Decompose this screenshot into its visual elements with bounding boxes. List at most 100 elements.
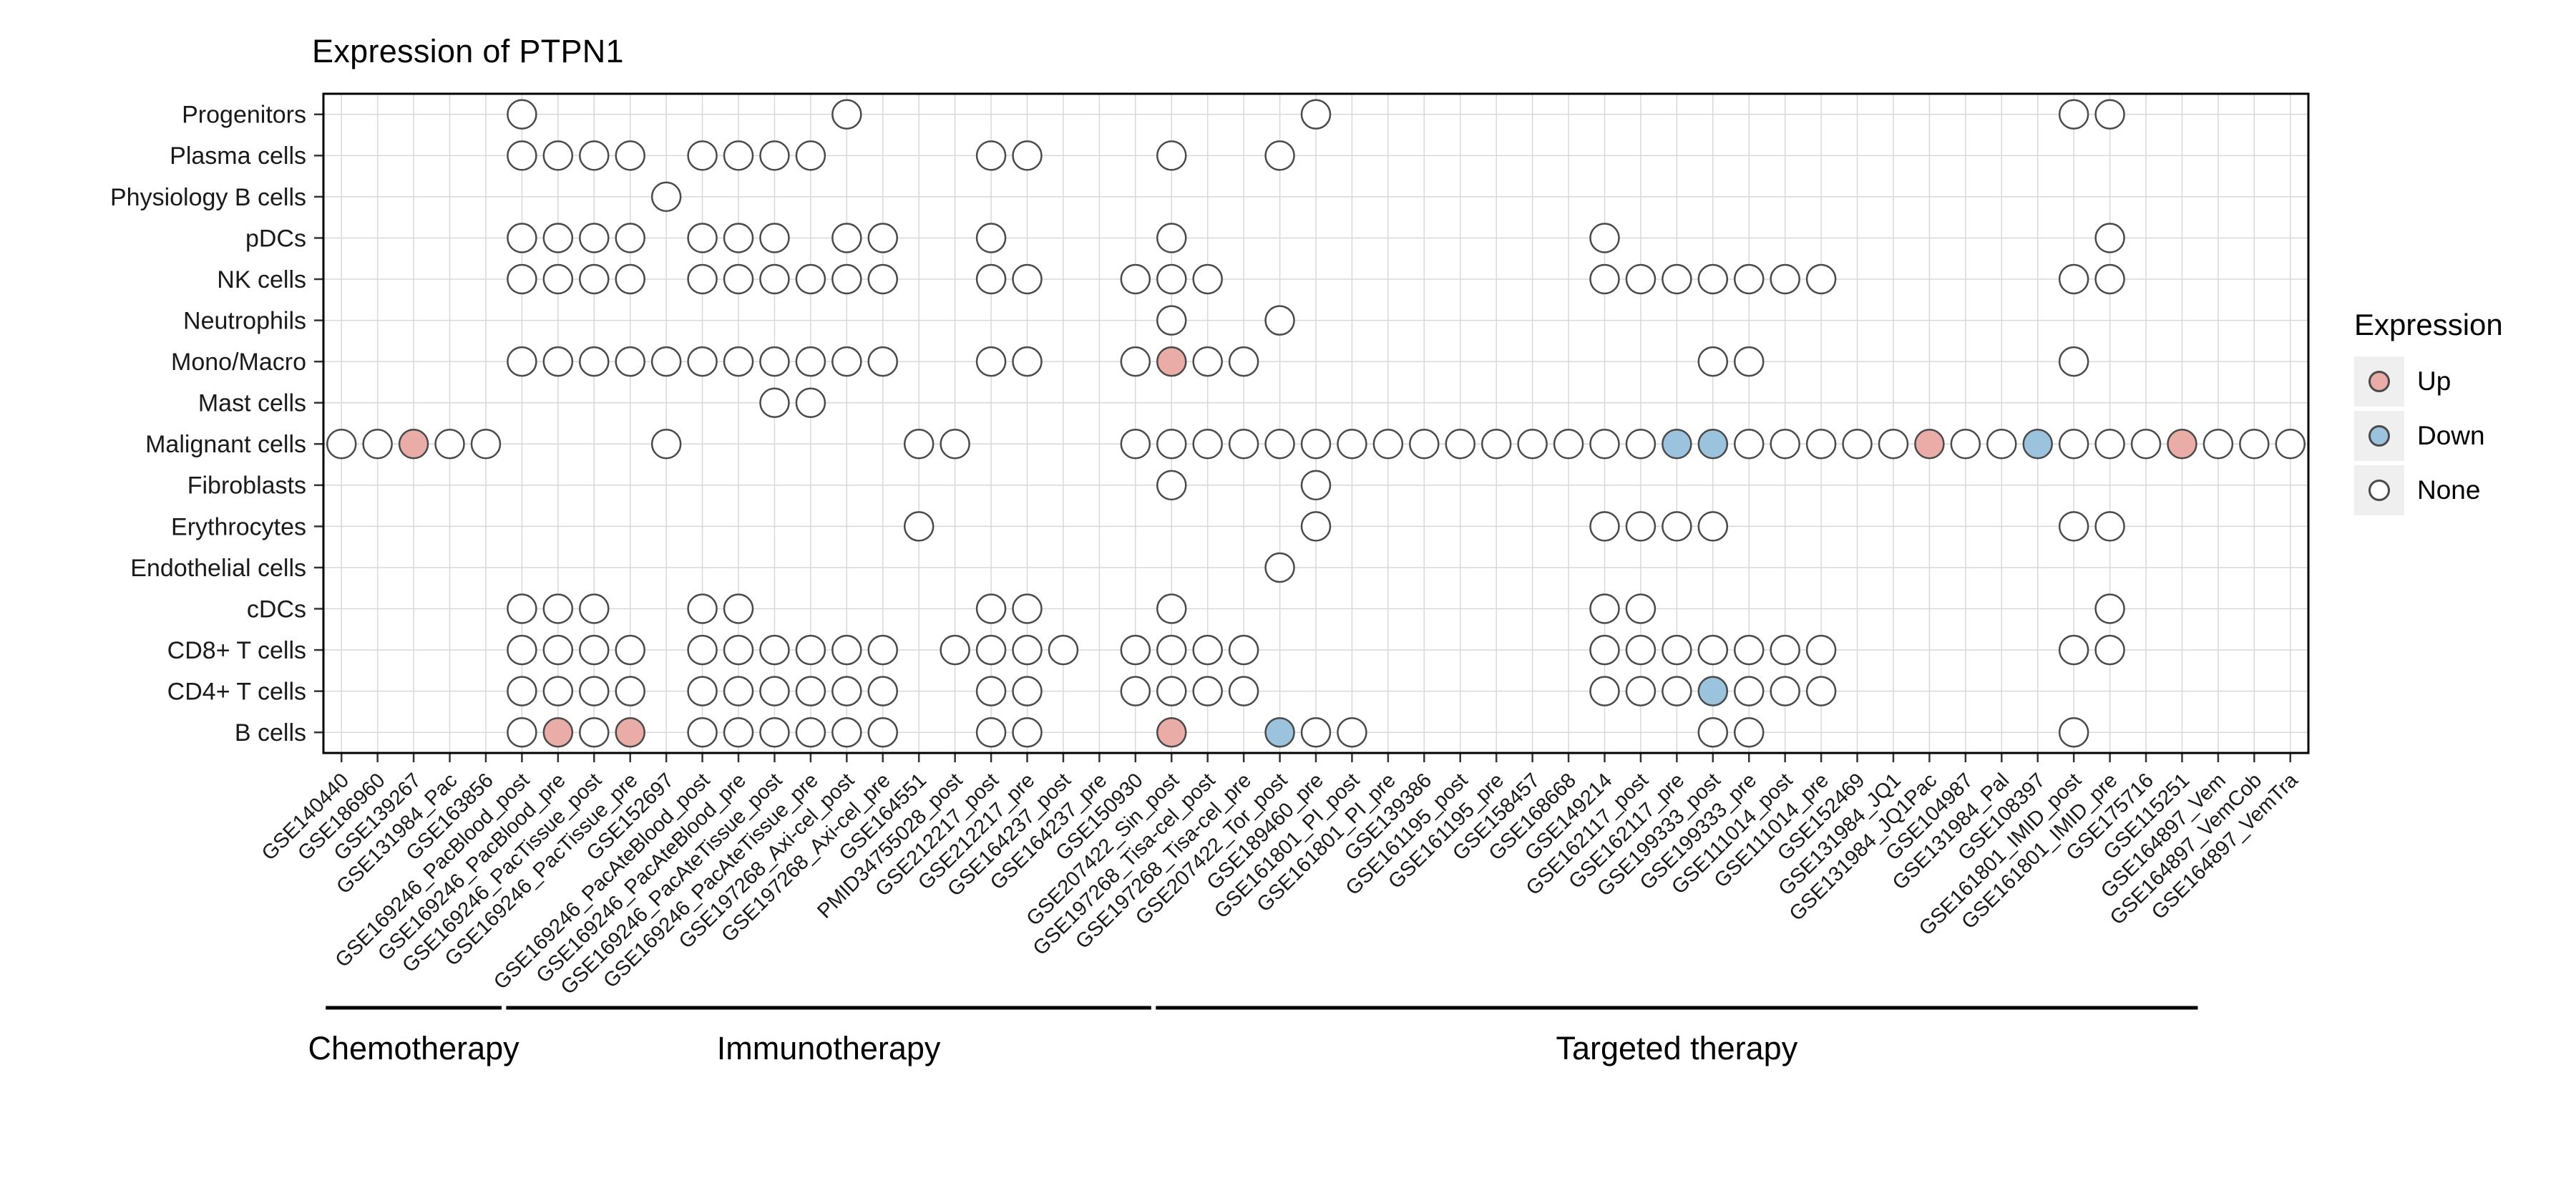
y-tick-label: Malignant cells <box>145 431 306 458</box>
expression-dot-none <box>507 676 537 706</box>
expression-dot-none <box>723 346 754 377</box>
expression-dot-down <box>1697 676 1729 706</box>
expression-dot-none <box>940 634 970 666</box>
expression-dot-none <box>615 676 645 706</box>
expression-dot-up <box>542 716 574 748</box>
expression-dot-none <box>362 429 393 460</box>
expression-dot-none <box>579 223 610 253</box>
expression-dot-none <box>1625 263 1657 295</box>
expression-dot-none <box>1733 676 1765 706</box>
expression-dot-none <box>1012 263 1043 295</box>
expression-dot-none <box>1156 140 1187 171</box>
expression-dot-none <box>1770 676 1800 706</box>
expression-dot-up <box>615 716 645 748</box>
expression-dot-none <box>1228 346 1259 377</box>
legend-none-dot-icon <box>2368 480 2390 501</box>
y-tick-label: Physiology B cells <box>110 184 306 211</box>
legend-item-label: Up <box>2417 366 2451 396</box>
expression-dot-none <box>687 223 718 253</box>
expression-dot-none <box>1120 634 1151 666</box>
expression-dot-none <box>615 263 645 295</box>
chart-title: Expression of PTPN1 <box>312 33 624 69</box>
expression-dot-none <box>1120 429 1151 460</box>
expression-dot-none <box>615 346 645 377</box>
expression-dot-none <box>1192 263 1223 295</box>
expression-dot-none <box>1589 634 1620 666</box>
expression-dot-none <box>867 346 899 377</box>
expression-dot-none <box>903 511 935 542</box>
expression-dot-none <box>975 676 1007 706</box>
expression-dot-none <box>1733 346 1765 377</box>
expression-dot-none <box>1842 429 1873 460</box>
expression-dot-none <box>2239 429 2270 460</box>
expression-dot-none <box>723 140 754 171</box>
expression-dot-none <box>795 346 826 377</box>
expression-dot-none <box>579 593 610 624</box>
expression-dot-none <box>1120 263 1151 295</box>
expression-dot-none <box>1337 429 1367 460</box>
expression-dot-none <box>2058 716 2089 748</box>
expression-dot-none <box>1120 346 1151 377</box>
expression-dot-none <box>1156 263 1187 295</box>
expression-dot-none <box>1662 676 1692 706</box>
expression-dot-none <box>2094 223 2125 253</box>
expression-dot-none <box>507 263 537 295</box>
expression-dot-none <box>542 346 574 377</box>
expression-dot-none <box>2094 263 2125 295</box>
expression-dot-none <box>831 346 862 377</box>
expression-dot-none <box>615 140 645 171</box>
expression-dot-none <box>759 140 790 171</box>
legend-down-dot-icon <box>2368 425 2390 447</box>
expression-dot-none <box>470 429 502 460</box>
expression-dot-none <box>2058 346 2089 377</box>
expression-dot-none <box>542 676 574 706</box>
expression-dot-down <box>1662 429 1692 460</box>
expression-dot-none <box>831 676 862 706</box>
expression-dot-none <box>975 263 1007 295</box>
therapy-group-label: Targeted therapy <box>1556 1030 1797 1066</box>
expression-dot-none <box>1156 593 1187 624</box>
expression-dot-none <box>507 634 537 666</box>
expression-dot-none <box>1986 429 2017 460</box>
expression-dot-none <box>1264 429 1295 460</box>
expression-dot-none <box>1156 676 1187 706</box>
expression-dot-none <box>1733 429 1765 460</box>
expression-dot-none <box>542 223 574 253</box>
expression-dot-none <box>2094 429 2125 460</box>
expression-dot-none <box>1048 634 1079 666</box>
expression-dot-none <box>1770 429 1800 460</box>
expression-dot-none <box>1300 716 1332 748</box>
expression-dot-down <box>1697 429 1729 460</box>
expression-dot-none <box>2058 99 2089 130</box>
expression-dot-none <box>1012 676 1043 706</box>
expression-dot-none <box>1228 676 1259 706</box>
legend-items: Up Down None <box>2354 356 2503 515</box>
expression-dot-none <box>579 263 610 295</box>
expression-dot-none <box>687 634 718 666</box>
expression-dot-none <box>1300 429 1332 460</box>
expression-dot-none <box>1770 634 1800 666</box>
expression-dot-none <box>507 223 537 253</box>
expression-dot-none <box>759 716 790 748</box>
expression-dot-none <box>1409 429 1440 460</box>
expression-dot-none <box>1012 716 1043 748</box>
legend-item-none: None <box>2354 465 2503 515</box>
legend-item-label: None <box>2417 475 2481 505</box>
expression-dot-none <box>723 223 754 253</box>
expression-dot-none <box>795 263 826 295</box>
legend-key <box>2354 356 2404 407</box>
legend-key <box>2354 411 2404 461</box>
expression-dot-none <box>1012 346 1043 377</box>
expression-dot-down <box>2022 429 2053 460</box>
expression-dot-none <box>687 593 718 624</box>
expression-dot-none <box>1192 429 1223 460</box>
expression-dot-up <box>1914 429 1945 460</box>
expression-dot-none <box>1662 511 1692 542</box>
expression-dot-none <box>795 716 826 748</box>
expression-dot-none <box>1733 716 1765 748</box>
expression-dot-none <box>2058 429 2089 460</box>
expression-dot-none <box>1589 223 1620 253</box>
expression-dot-none <box>975 140 1007 171</box>
expression-dot-none <box>723 716 754 748</box>
